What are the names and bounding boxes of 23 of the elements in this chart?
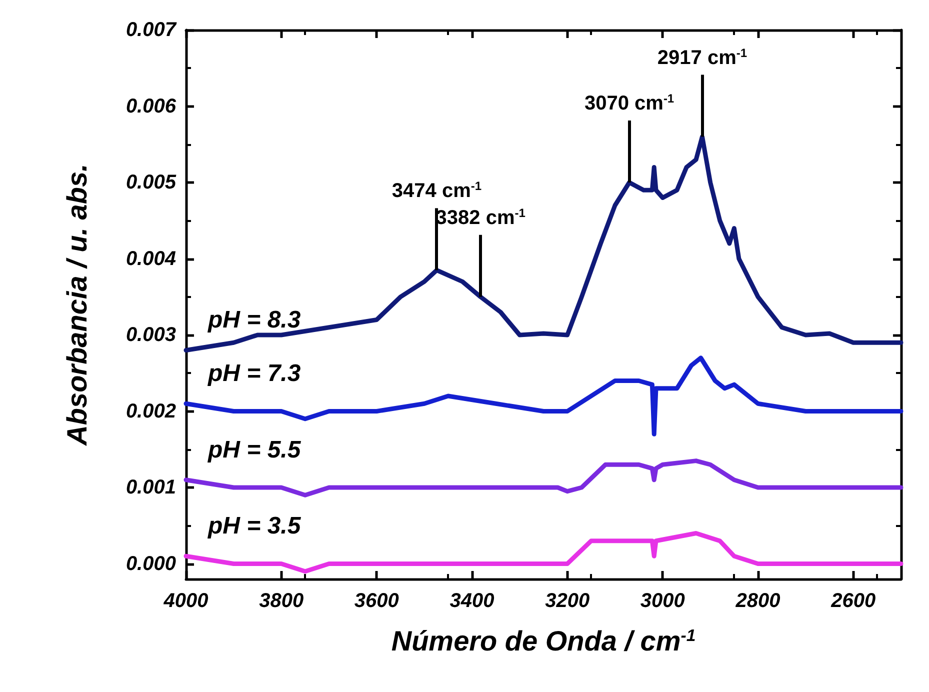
x-tick-label: 3200 bbox=[545, 590, 590, 612]
x-tick-label: 3000 bbox=[640, 590, 685, 612]
x-tick-label: 3800 bbox=[259, 590, 304, 612]
y-tick-label: 0.002 bbox=[126, 400, 176, 422]
y-tick-label: 0.001 bbox=[126, 476, 176, 498]
x-tick-label: 4000 bbox=[162, 590, 208, 612]
x-tick-label: 3400 bbox=[450, 590, 494, 612]
y-tick-label: 0.000 bbox=[126, 552, 176, 575]
y-tick-label: 0.003 bbox=[126, 324, 176, 346]
series-label: pH = 8.3 bbox=[206, 306, 302, 334]
y-tick-label: 0.007 bbox=[126, 19, 177, 41]
line-series bbox=[184, 134, 904, 352]
series-label: pH = 3.5 bbox=[206, 512, 302, 540]
line-series bbox=[184, 356, 904, 436]
series-label: pH = 5.5 bbox=[206, 436, 302, 464]
y-tick-label: 0.006 bbox=[126, 95, 177, 118]
y-tick-label: 0.004 bbox=[126, 248, 176, 270]
x-tick-label: 3600 bbox=[354, 590, 399, 612]
x-tick-label: 2600 bbox=[830, 590, 876, 612]
y-tick-label: 0.005 bbox=[126, 172, 177, 194]
series-label: pH = 7.3 bbox=[206, 360, 302, 388]
x-tick-label: 2800 bbox=[734, 590, 780, 612]
y-axis-title: Absorbancia / u. abs. bbox=[62, 164, 92, 446]
